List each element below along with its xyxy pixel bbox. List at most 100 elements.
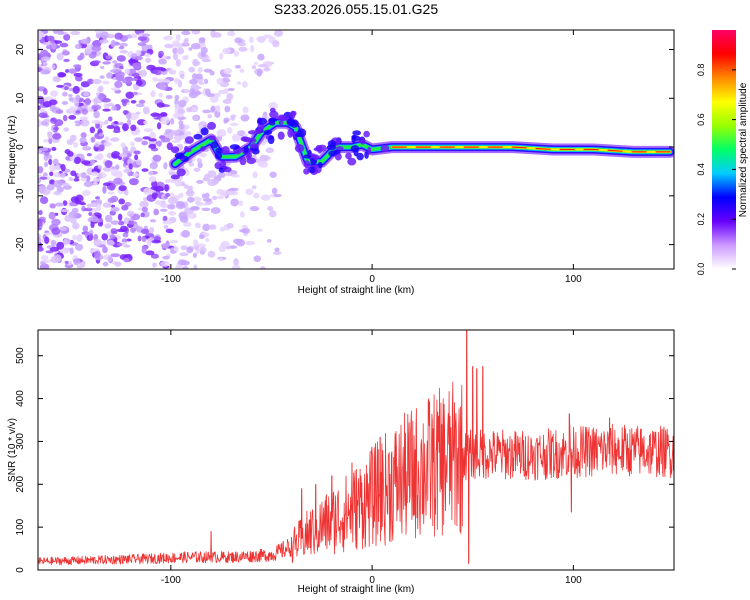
noise-blob (224, 105, 231, 113)
noise-blob (66, 139, 74, 145)
noise-blob (53, 126, 59, 131)
noise-blob (104, 214, 113, 223)
noise-blob (82, 225, 89, 233)
noise-blob (132, 172, 139, 178)
noise-blob (88, 233, 94, 241)
noise-blob (193, 116, 199, 121)
noise-blob (216, 104, 221, 113)
noise-blob (210, 207, 221, 214)
noise-blob (50, 239, 57, 246)
noise-blob (76, 234, 82, 242)
noise-blob (103, 141, 112, 147)
noise-blob (229, 122, 239, 127)
noise-blob (38, 30, 44, 38)
ridge-blob (307, 166, 317, 174)
noise-blob (101, 233, 109, 241)
noise-blob (172, 47, 178, 54)
noise-blob (238, 46, 248, 52)
noise-blob (118, 153, 128, 158)
noise-blob (242, 81, 248, 88)
ridge-blob (278, 120, 284, 126)
ridge-blob (263, 129, 273, 136)
noise-blob (60, 208, 70, 213)
noise-blob (271, 187, 278, 195)
noise-blob (124, 68, 130, 75)
noise-blob (106, 103, 115, 107)
noise-blob (126, 118, 132, 126)
noise-blob (267, 206, 274, 211)
colorbar-tick-label: 0.8 (696, 64, 706, 77)
noise-blob (192, 107, 199, 112)
noise-blob (126, 238, 132, 242)
noise-blob (75, 243, 84, 251)
chart-title: S233.2026.055.15.01.G25 (274, 1, 438, 17)
ridge-blob (268, 121, 276, 126)
noise-blob (160, 260, 170, 267)
noise-blob (54, 191, 61, 195)
ridge-blob (289, 110, 296, 120)
ridge-blob (257, 123, 265, 131)
y-tick-label: 200 (15, 476, 26, 493)
noise-blob (152, 262, 157, 268)
ridge-blob (193, 133, 203, 140)
colorbar-tick-label: 0.6 (696, 113, 706, 126)
noise-blob (40, 255, 49, 261)
ridge-blob (289, 119, 299, 128)
noise-blob (49, 203, 56, 209)
noise-blob (73, 141, 79, 148)
noise-blob (62, 200, 68, 206)
noise-blob (234, 37, 243, 44)
noise-blob (158, 92, 163, 98)
noise-blob (111, 105, 117, 111)
noise-blob (95, 31, 102, 39)
noise-blob (257, 64, 268, 68)
ridge-blob (317, 161, 323, 169)
ridge-blob (352, 130, 361, 136)
noise-blob (192, 252, 198, 258)
ridge-blob (214, 162, 222, 170)
noise-blob (175, 202, 186, 210)
noise-blob (185, 169, 190, 176)
noise-blob (263, 67, 271, 72)
noise-blob (89, 159, 96, 165)
y-tick-label: 0 (15, 144, 26, 150)
y-tick-label: -10 (15, 188, 26, 203)
ridge-blob (345, 152, 352, 160)
noise-blob (98, 92, 106, 101)
noise-blob (166, 219, 173, 225)
noise-blob (211, 195, 218, 201)
noise-blob (202, 223, 211, 232)
noise-blob (91, 45, 102, 52)
noise-blob (98, 144, 105, 152)
ridge-blob (246, 157, 257, 165)
noise-blob (164, 129, 173, 134)
noise-blob (173, 247, 179, 251)
noise-blob (123, 168, 131, 174)
noise-blob (65, 69, 70, 73)
noise-blob (118, 121, 124, 126)
noise-blob (245, 240, 255, 246)
noise-blob (81, 160, 91, 165)
noise-blob (201, 58, 212, 63)
ridge-core (391, 146, 672, 153)
ridge-blob (257, 117, 268, 125)
noise-blob (116, 242, 124, 247)
ridge-blob (334, 152, 342, 161)
noise-blob (124, 244, 131, 248)
noise-blob (253, 192, 260, 199)
noise-blob (53, 254, 62, 262)
noise-blob (109, 69, 120, 73)
noise-blob (179, 131, 185, 136)
noise-blob (110, 253, 121, 258)
noise-blob (56, 84, 64, 88)
noise-blob (53, 172, 61, 178)
noise-blob (191, 30, 201, 35)
noise-blob (138, 99, 146, 104)
noise-blob (241, 227, 251, 234)
noise-blob (173, 42, 184, 48)
noise-blob (43, 118, 50, 123)
noise-blob (72, 234, 77, 241)
noise-blob (204, 192, 210, 199)
noise-blob (207, 250, 216, 258)
noise-blob (195, 222, 201, 229)
